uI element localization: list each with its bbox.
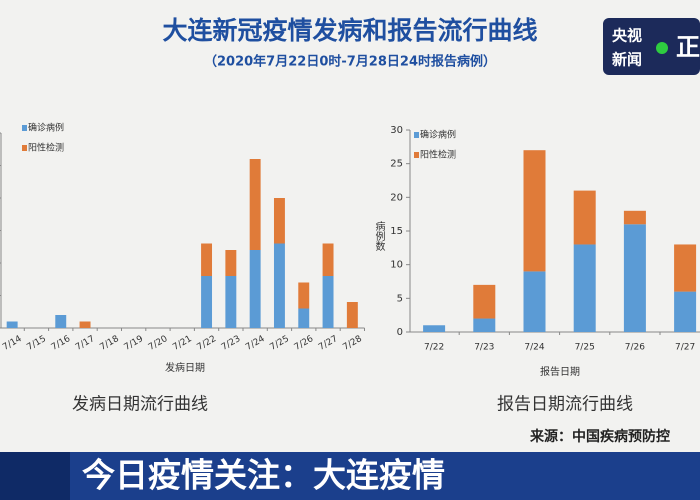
bar-segment: [273, 243, 285, 328]
bar-segment: [346, 302, 358, 328]
subtitle: （2020年7月22日0时-7月28日24时报告病例）: [204, 54, 496, 70]
y-tick-label: 10: [390, 260, 403, 271]
banner-text: 今日疫情关注：大连疫情: [82, 456, 445, 495]
logo-box: [603, 18, 700, 75]
logo-live: 正: [676, 33, 700, 61]
legend-swatch: [414, 132, 419, 138]
legend-swatch: [22, 145, 27, 151]
bar-segment: [322, 276, 334, 328]
bar-segment: [225, 276, 237, 328]
x-axis-label: 发病日期: [165, 361, 205, 374]
title: 大连新冠疫情发病和报告流行曲线: [162, 16, 537, 45]
bar-segment: [79, 321, 91, 328]
bar-segment: [473, 284, 496, 319]
bar-segment: [523, 271, 546, 332]
legend-label: 确诊病例: [420, 129, 456, 141]
legend-label: 阳性检测: [28, 142, 64, 154]
y-tick-label: 25: [390, 159, 403, 170]
bar-segment: [225, 250, 237, 276]
bar-segment: [201, 276, 213, 328]
legend-swatch: [414, 152, 419, 158]
bar-segment: [674, 244, 697, 292]
bar-segment: [55, 315, 67, 328]
x-tick-label: 7/22: [424, 343, 444, 353]
x-tick-label: 7/26: [625, 343, 645, 353]
bar-segment: [573, 244, 596, 332]
logo-bottom: 新闻: [612, 51, 642, 69]
source: 来源：中国疾病预防控: [529, 428, 670, 445]
legend-label: 阳性检测: [420, 149, 456, 161]
bar-segment: [623, 210, 646, 225]
x-tick-label: 7/24: [524, 343, 544, 353]
y-axis-label: 病例数: [373, 220, 385, 252]
right-caption: 报告日期流行曲线: [497, 395, 633, 415]
x-tick-label: 7/25: [575, 343, 595, 353]
bar-segment: [201, 243, 213, 276]
bar-segment: [273, 198, 285, 244]
banner-bg: [0, 452, 700, 500]
legend-swatch: [22, 125, 27, 131]
bar-segment: [423, 325, 446, 332]
y-tick-label: 0: [397, 327, 403, 338]
legend-label: 确诊病例: [28, 122, 64, 134]
y-tick-label: 15: [390, 226, 403, 237]
bar-segment: [573, 190, 596, 245]
bar-segment: [674, 291, 697, 332]
left-caption: 发病日期流行曲线: [72, 395, 208, 415]
bar-segment: [473, 318, 496, 332]
x-tick-label: 7/27: [675, 343, 695, 353]
bar-segment: [249, 250, 261, 328]
bar-segment: [298, 282, 310, 309]
y-tick-label: 20: [390, 192, 403, 203]
y-tick-label: 30: [390, 125, 403, 136]
bar-segment: [6, 321, 18, 328]
x-axis-label: 报告日期: [540, 365, 580, 378]
bar-segment: [523, 150, 546, 272]
bar-segment: [623, 224, 646, 332]
logo-top: 央视: [612, 27, 642, 45]
bar-segment: [298, 308, 310, 328]
x-tick-label: 7/23: [474, 343, 494, 353]
y-tick-label: 5: [397, 293, 403, 304]
bar-segment: [322, 243, 334, 276]
logo-dot: [656, 42, 668, 54]
bar-segment: [249, 159, 261, 250]
banner-logo: [0, 452, 70, 500]
